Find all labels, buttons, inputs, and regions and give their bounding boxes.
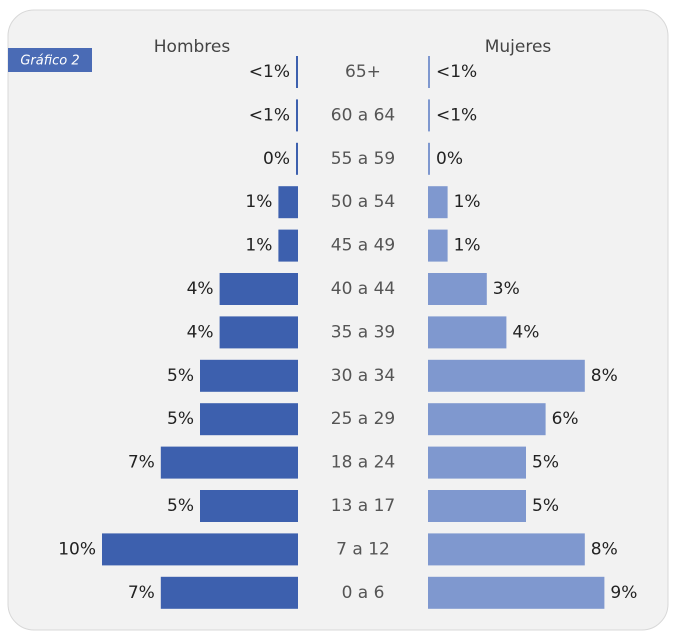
value-label: <1% xyxy=(249,105,290,125)
bar xyxy=(428,576,605,609)
value-label: 6% xyxy=(552,409,579,429)
category-label: 30 a 34 xyxy=(331,366,396,386)
value-label: 5% xyxy=(167,366,194,386)
value-label: 5% xyxy=(532,496,559,516)
value-label: <1% xyxy=(249,62,290,82)
category-label: 0 a 6 xyxy=(342,583,385,603)
value-label: 7% xyxy=(128,583,155,603)
category-label: 50 a 54 xyxy=(331,192,396,212)
bar xyxy=(428,273,487,305)
value-label: 1% xyxy=(454,236,481,256)
bar xyxy=(278,229,298,262)
value-label: 0% xyxy=(436,149,463,169)
value-label: 3% xyxy=(493,279,520,299)
category-label: 35 a 39 xyxy=(331,322,396,342)
bar xyxy=(200,359,298,392)
bar xyxy=(428,229,448,262)
bar xyxy=(428,533,585,566)
bar xyxy=(296,56,298,88)
bar xyxy=(428,316,507,349)
bar xyxy=(428,56,430,88)
value-label: 1% xyxy=(245,236,272,256)
category-label: 40 a 44 xyxy=(331,279,396,299)
bar xyxy=(102,533,298,566)
value-label: 1% xyxy=(245,192,272,212)
bar xyxy=(219,273,298,305)
tag: Gráfico 2 xyxy=(20,54,79,69)
category-label: 60 a 64 xyxy=(331,105,396,125)
value-label: 0% xyxy=(263,149,290,169)
value-label: 7% xyxy=(128,453,155,473)
bar xyxy=(219,316,298,349)
legend-left: Hombres xyxy=(154,37,231,57)
value-label: 8% xyxy=(591,366,618,386)
value-label: 9% xyxy=(610,583,637,603)
category-label: 55 a 59 xyxy=(331,149,396,169)
category-label: 25 a 29 xyxy=(331,409,396,429)
category-label: 18 a 24 xyxy=(331,453,396,473)
value-label: <1% xyxy=(436,105,477,125)
category-label: 65+ xyxy=(345,62,381,82)
bar xyxy=(428,99,430,132)
category-label: 13 a 17 xyxy=(331,496,396,516)
bar xyxy=(200,403,298,436)
value-label: 4% xyxy=(512,322,539,342)
bar xyxy=(296,99,298,132)
value-label: 8% xyxy=(591,539,618,559)
legend-right: Mujeres xyxy=(485,37,552,57)
bar xyxy=(428,446,526,479)
value-label: <1% xyxy=(436,62,477,82)
value-label: 5% xyxy=(167,409,194,429)
bar xyxy=(428,403,546,436)
value-label: 1% xyxy=(454,192,481,212)
bar xyxy=(428,142,430,175)
value-label: 5% xyxy=(532,453,559,473)
category-label: 45 a 49 xyxy=(331,236,396,256)
bar xyxy=(278,186,298,219)
bar xyxy=(200,490,298,522)
value-label: 5% xyxy=(167,496,194,516)
bar xyxy=(428,186,448,219)
bar xyxy=(428,359,585,392)
value-label: 4% xyxy=(187,322,214,342)
value-label: 4% xyxy=(187,279,214,299)
tag-box xyxy=(8,48,92,72)
value-label: 10% xyxy=(58,539,96,559)
category-label: 7 a 12 xyxy=(336,539,390,559)
bar xyxy=(296,142,298,175)
bar xyxy=(160,576,298,609)
bar xyxy=(428,490,526,522)
bar xyxy=(160,446,298,479)
